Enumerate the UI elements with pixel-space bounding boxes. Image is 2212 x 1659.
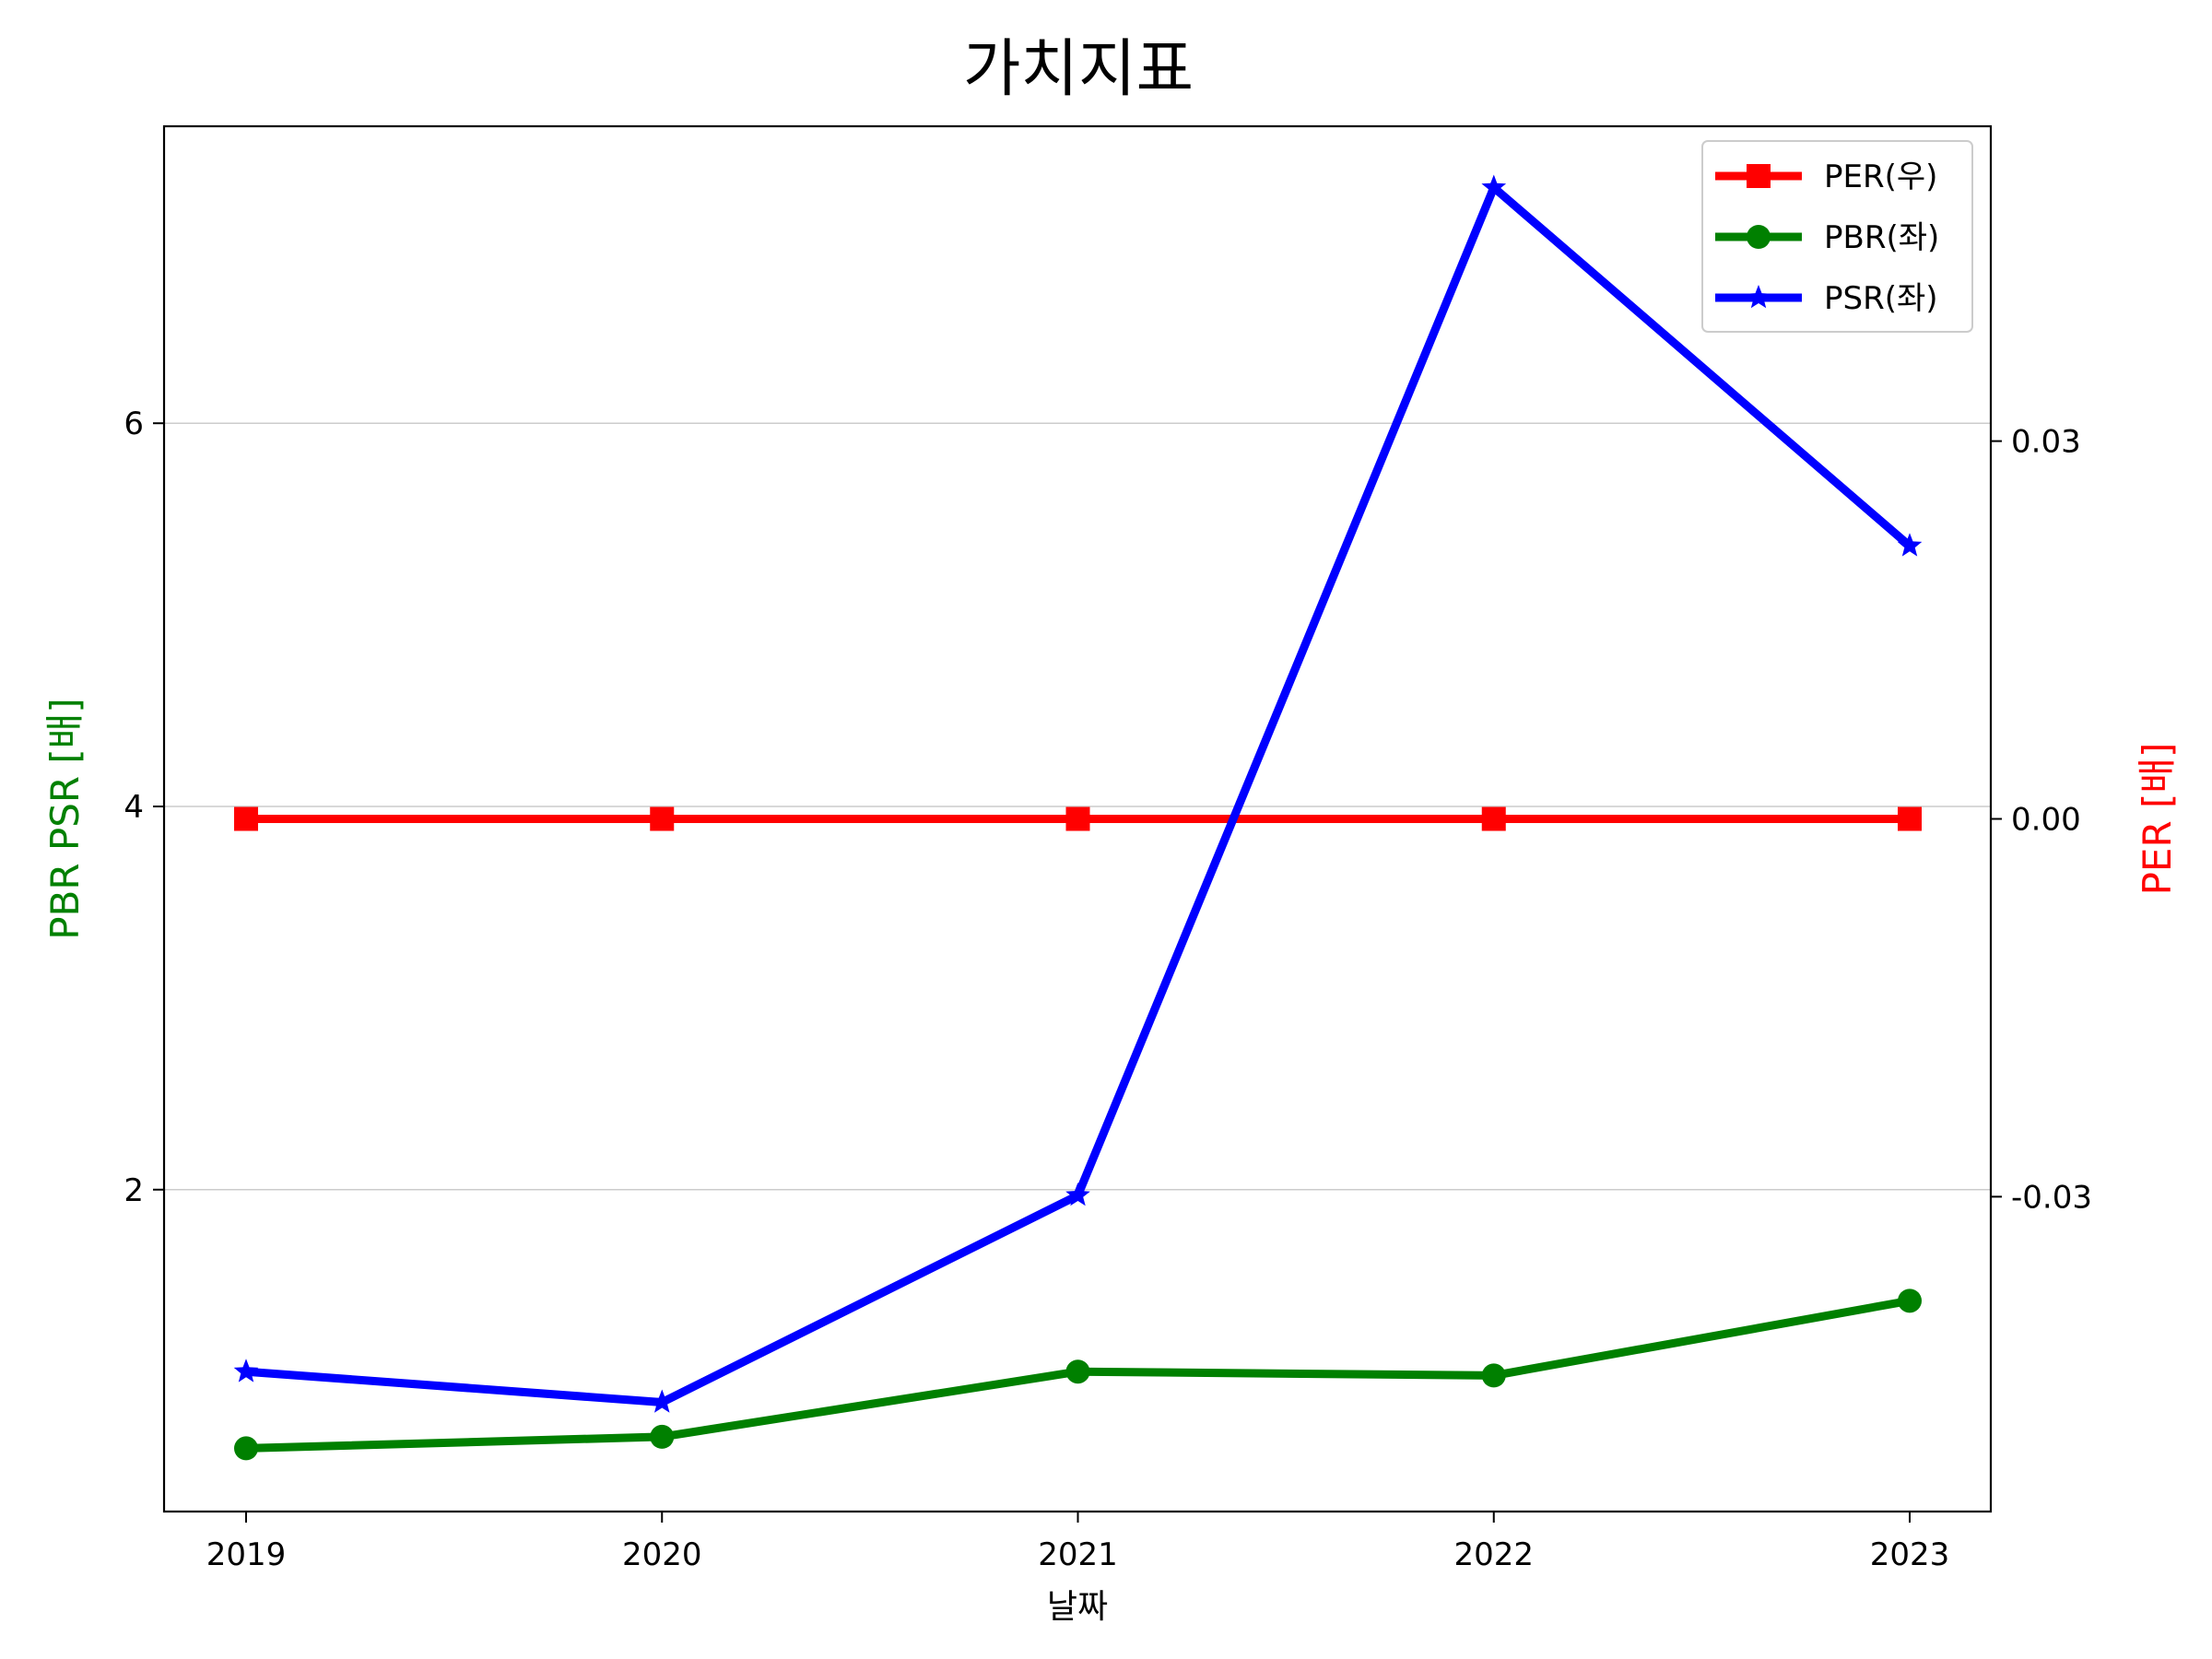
x-axis: 2019 2020 2021 2022 2023 (206, 1512, 1950, 1573)
x-tick-label: 2021 (1038, 1536, 1118, 1573)
data-point (1898, 1288, 1922, 1313)
data-point (1897, 533, 1923, 557)
y-axis-left: 2 4 6 (124, 406, 164, 1209)
data-point (234, 806, 258, 831)
legend: PER(우) PBR(좌) PSR(좌) (1701, 140, 1973, 333)
legend-item: PBR(좌) (1715, 219, 1939, 256)
y-right-tick-label: 0.00 (2011, 802, 2081, 839)
y-left-tick-label: 2 (124, 1172, 144, 1209)
data-point (1065, 1182, 1090, 1206)
x-tick-label: 2023 (1870, 1536, 1950, 1573)
x-tick-label: 2022 (1453, 1536, 1534, 1573)
legend-label: PSR(좌) (1824, 280, 1938, 317)
data-point (1065, 806, 1090, 831)
legend-frame (1701, 140, 1973, 333)
data-point (650, 806, 675, 831)
legend-marker (1747, 225, 1771, 249)
data-point (1481, 1363, 1506, 1388)
y-right-tick-label: 0.03 (2011, 424, 2081, 461)
data-point (1065, 1359, 1090, 1384)
legend-marker (1746, 285, 1771, 309)
x-tick-label: 2020 (622, 1536, 702, 1573)
legend-item: PSR(좌) (1715, 280, 1938, 317)
x-axis-label: 날짜 (1047, 1588, 1108, 1626)
y-axis-right: -0.03 0.00 0.03 (1991, 424, 2092, 1216)
legend-label: PER(우) (1824, 159, 1937, 195)
x-tick-label: 2019 (206, 1536, 287, 1573)
y-axis-right-label: PER [배] (2135, 743, 2180, 896)
data-point (649, 1389, 675, 1413)
y-right-tick-label: -0.03 (2011, 1179, 2092, 1216)
data-point (1481, 806, 1506, 831)
series-2 (233, 174, 1923, 1413)
series-1 (234, 1288, 1922, 1461)
data-point (1898, 806, 1922, 831)
legend-marker (1747, 164, 1771, 188)
data-point (1481, 174, 1507, 198)
series-layer (233, 174, 1923, 1461)
chart-title: 가치지표 (963, 33, 1194, 106)
data-point (233, 1359, 259, 1382)
data-point (650, 1424, 675, 1449)
y-left-tick-label: 6 (124, 406, 144, 442)
legend-item: PER(우) (1715, 159, 1937, 195)
y-axis-left-label: PBR PSR [배] (42, 698, 88, 940)
legend-label: PBR(좌) (1824, 219, 1939, 256)
series-0 (234, 806, 1922, 831)
data-point (234, 1436, 258, 1461)
y-left-tick-label: 4 (124, 789, 144, 826)
